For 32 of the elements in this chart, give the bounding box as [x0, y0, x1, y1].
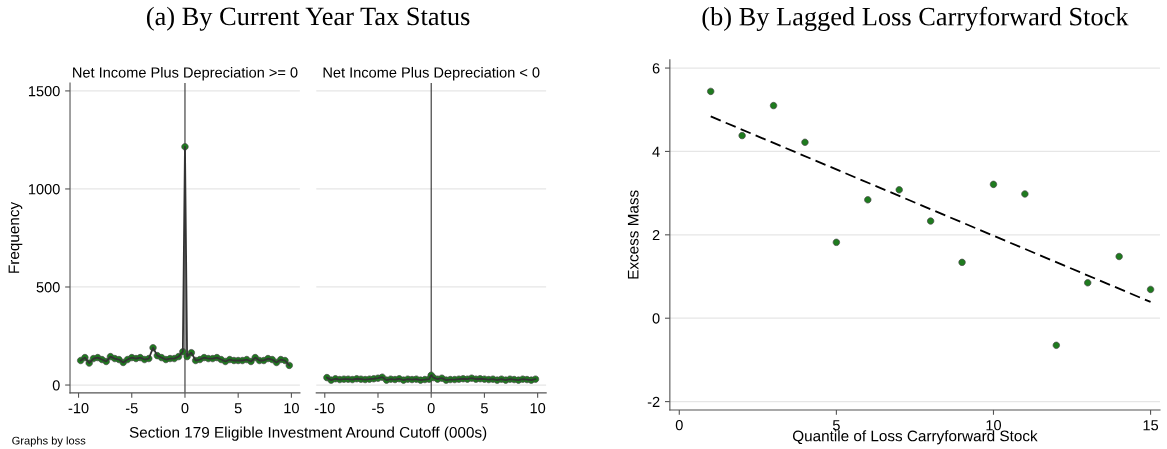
chart-title: (b) By Lagged Loss Carryforward Stock	[702, 6, 1129, 32]
y-tick-label: 4	[652, 146, 660, 157]
y-tick-label: 1500	[28, 86, 60, 97]
y-axis-title: Excess Mass	[627, 190, 639, 279]
x-tick-label: 10	[284, 402, 299, 414]
y-tick-label: 500	[36, 282, 60, 293]
x-tick-label: 0	[675, 420, 683, 431]
x-tick-label: -5	[372, 403, 384, 414]
y-tick-label: -2	[647, 396, 660, 407]
x-tick-label: 0	[181, 402, 189, 414]
x-tick-label: 10	[986, 420, 1002, 431]
y-tick-label: 2	[652, 229, 660, 241]
x-tick-label: 5	[480, 403, 488, 414]
chart-subtitle: Net Income Plus Depreciation < 0	[323, 66, 540, 81]
chart-subtitle: Net Income Plus Depreciation >= 0	[73, 66, 298, 81]
chart-title: (a) By Current Year Tax Status	[146, 6, 470, 31]
y-tick-label: 0	[52, 380, 60, 391]
x-tick-label: -10	[68, 402, 89, 414]
x-axis-title: Section 179 Eligible Investment Around Cutoff (000s)	[129, 426, 487, 441]
x-tick-label: 5	[234, 403, 242, 414]
x-tick-label: 15	[1143, 420, 1159, 431]
y-axis-title: Frequency	[8, 201, 23, 273]
x-axis-title: Quantile of Loss Carryforward Stock	[792, 430, 1038, 445]
x-tick-label: 0	[427, 402, 435, 414]
x-tick-label: 10	[530, 402, 546, 414]
x-tick-label: -10	[314, 402, 335, 414]
text: Graphs by loss	[12, 436, 86, 447]
x-tick-label: 5	[832, 420, 840, 431]
y-tick-label: 0	[652, 313, 660, 324]
y-tick-label: 6	[652, 63, 660, 74]
y-tick-label: 1000	[28, 184, 60, 195]
x-tick-label: -5	[125, 403, 138, 414]
